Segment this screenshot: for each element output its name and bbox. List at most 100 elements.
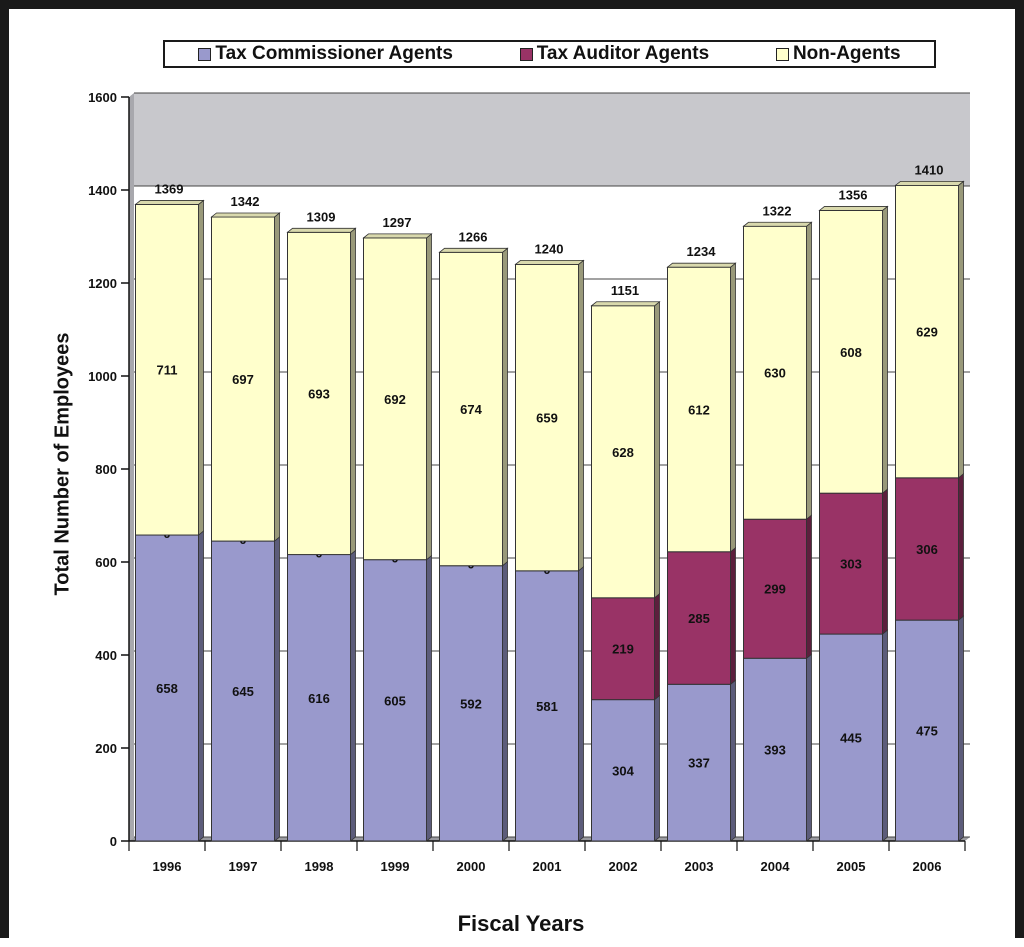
data-label-2002-series0: 304 bbox=[612, 763, 634, 778]
data-label-2001-series0: 581 bbox=[536, 699, 558, 714]
total-label-1998: 1309 bbox=[307, 209, 336, 224]
bar-top-1998 bbox=[286, 227, 357, 233]
bar-2005-series0 bbox=[819, 633, 883, 842]
bar-top-1996 bbox=[134, 200, 205, 205]
total-label-1999: 1297 bbox=[383, 215, 412, 230]
bar-side-2004-series0 bbox=[806, 653, 812, 842]
bar-side-2000-series0 bbox=[502, 560, 508, 842]
bar-top-2003 bbox=[666, 262, 737, 268]
bar-top-2004 bbox=[742, 221, 813, 227]
x-tick-label-2004: 2004 bbox=[761, 859, 791, 874]
data-label-2005-series0: 445 bbox=[840, 731, 862, 746]
bar-2002-series2 bbox=[591, 305, 655, 599]
legend-label-auditor: Tax Auditor Agents bbox=[536, 43, 710, 64]
data-label-2004-series2: 630 bbox=[764, 366, 786, 381]
data-label-2006-series0: 475 bbox=[916, 724, 938, 739]
data-label-2002-series2: 628 bbox=[612, 445, 634, 460]
legend-swatch-commissioner bbox=[198, 47, 212, 61]
legend-item-auditor: Tax Auditor Agents bbox=[519, 43, 710, 65]
bar-1998-series2 bbox=[287, 231, 351, 556]
bar-2003-series2 bbox=[667, 266, 731, 553]
data-label-1997-series0: 645 bbox=[232, 684, 254, 699]
bar-2005-series1 bbox=[819, 492, 883, 635]
bar-side-2002-series2 bbox=[654, 300, 660, 599]
chart-plot: 0200400600800100012001400160065807111369… bbox=[88, 90, 970, 874]
bar-side-2005-series2 bbox=[882, 205, 888, 495]
legend-label-commissioner: Tax Commissioner Agents bbox=[215, 43, 453, 64]
bar-side-2002-series0 bbox=[654, 694, 660, 842]
bar-side-2003-series2 bbox=[730, 262, 736, 553]
total-label-2000: 1266 bbox=[459, 229, 488, 244]
bar-side-1999-series0 bbox=[426, 554, 432, 842]
bar-top-2000 bbox=[438, 247, 509, 253]
bar-1999-series2 bbox=[363, 237, 427, 561]
data-label-1998-series2: 693 bbox=[308, 386, 330, 401]
bar-side-2001-series0 bbox=[578, 566, 584, 842]
bar-2001-series0 bbox=[515, 570, 579, 842]
bar-2001-series2 bbox=[515, 263, 579, 572]
data-label-1999-series0: 605 bbox=[384, 693, 406, 708]
data-label-1997-series2: 697 bbox=[232, 372, 254, 387]
bar-2006-series1 bbox=[895, 477, 959, 621]
bar-top-2006 bbox=[894, 180, 965, 186]
plot-top-band bbox=[134, 93, 970, 186]
bar-top-2005 bbox=[818, 206, 889, 211]
y-tick-label-400: 400 bbox=[95, 648, 117, 663]
bar-2002-series1 bbox=[591, 597, 655, 701]
data-label-2005-series2: 608 bbox=[840, 345, 862, 360]
bar-1996-series2 bbox=[135, 203, 199, 536]
bar-side-1998-series2 bbox=[350, 227, 356, 556]
bar-side-2004-series2 bbox=[806, 221, 812, 521]
bar-top-1999 bbox=[362, 233, 433, 239]
x-axis-title: Fiscal Years bbox=[457, 911, 585, 936]
total-label-2002: 1151 bbox=[611, 283, 639, 298]
bar-side-2006-series2 bbox=[958, 180, 964, 479]
bar-top-2001 bbox=[514, 259, 585, 265]
data-label-2003-series1: 285 bbox=[688, 611, 710, 626]
total-label-1997: 1342 bbox=[231, 194, 260, 209]
y-tick-label-1200: 1200 bbox=[88, 276, 117, 291]
bar-2004-series0 bbox=[743, 657, 807, 842]
y-tick-label-0: 0 bbox=[110, 834, 117, 849]
bar-side-2004-series1 bbox=[806, 514, 812, 660]
bar-2002-series0 bbox=[591, 699, 655, 842]
y-tick-label-800: 800 bbox=[95, 462, 117, 477]
bar-side-1997-series0 bbox=[274, 536, 280, 842]
y-tick-label-1600: 1600 bbox=[88, 90, 117, 105]
x-tick-label-1996: 1996 bbox=[153, 859, 182, 874]
bar-1996-series0 bbox=[135, 534, 199, 842]
y-axis-title: Total Number of Employees bbox=[51, 332, 74, 596]
legend-item-commissioner: Tax Commissioner Agents bbox=[198, 43, 453, 65]
data-label-1996-series0: 658 bbox=[156, 681, 178, 696]
bar-top-2002 bbox=[590, 301, 661, 307]
x-tick-label-2005: 2005 bbox=[837, 859, 866, 874]
x-tick-label-1998: 1998 bbox=[305, 859, 334, 874]
bar-2003-series0 bbox=[667, 683, 731, 842]
bar-1997-series0 bbox=[211, 540, 275, 842]
bar-2003-series1 bbox=[667, 551, 731, 685]
plot-side-wall bbox=[129, 93, 134, 841]
legend-item-nonagents: Non-Agents bbox=[775, 43, 901, 65]
y-tick-label-600: 600 bbox=[95, 555, 117, 570]
y-tick-label-1000: 1000 bbox=[88, 369, 117, 384]
data-label-2005-series1: 303 bbox=[840, 557, 862, 572]
bar-2004-series2 bbox=[743, 225, 807, 520]
bar-side-2006-series1 bbox=[958, 473, 964, 621]
total-label-2001: 1240 bbox=[535, 241, 564, 256]
bar-side-2003-series0 bbox=[730, 679, 736, 842]
x-tick-label-2003: 2003 bbox=[685, 859, 714, 874]
total-label-2004: 1322 bbox=[763, 203, 792, 218]
y-tick-label-200: 200 bbox=[95, 741, 117, 756]
bar-side-1997-series2 bbox=[274, 212, 280, 542]
total-label-2005: 1356 bbox=[839, 187, 868, 202]
legend-swatch-auditor bbox=[519, 47, 533, 61]
total-label-1996: 1369 bbox=[155, 181, 184, 196]
legend-label-nonagents: Non-Agents bbox=[792, 43, 901, 64]
total-label-2003: 1234 bbox=[687, 244, 717, 259]
data-label-1998-series0: 616 bbox=[308, 691, 330, 706]
x-tick-label-2002: 2002 bbox=[609, 859, 638, 874]
data-label-2006-series2: 629 bbox=[916, 325, 938, 340]
bar-side-1996-series0 bbox=[198, 530, 204, 842]
data-label-2002-series1: 219 bbox=[612, 642, 634, 657]
data-label-2003-series0: 337 bbox=[688, 756, 710, 771]
